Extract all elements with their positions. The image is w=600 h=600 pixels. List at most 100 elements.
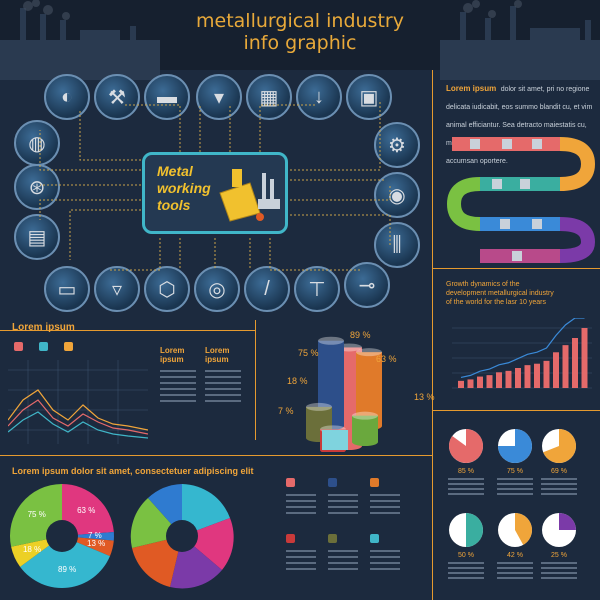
cylinder-label: 75 % bbox=[298, 348, 319, 358]
cylinder-label: 63 % bbox=[376, 354, 397, 364]
pie-slice bbox=[515, 513, 532, 545]
connector-lines bbox=[39, 100, 391, 271]
pie-chart bbox=[498, 429, 532, 463]
pie-text-line bbox=[448, 493, 484, 495]
donut-label: 63 % bbox=[77, 506, 96, 516]
screw-icon: ▿ bbox=[94, 266, 140, 312]
pie-label: 25 % bbox=[551, 552, 567, 559]
left-section-heading: Lorem ipsum bbox=[12, 322, 75, 333]
pie-chart bbox=[449, 429, 483, 463]
coil-icon: ◍ bbox=[14, 120, 60, 166]
mid-legend-2 bbox=[328, 478, 337, 487]
nail-icon: ↓ bbox=[296, 74, 342, 120]
mid-legend-5 bbox=[328, 534, 337, 543]
cylinder-label: 18 % bbox=[287, 376, 308, 386]
press-icon: ▣ bbox=[346, 74, 392, 120]
growth-bar bbox=[477, 376, 483, 388]
pie-chart bbox=[449, 513, 483, 547]
left-line-chart bbox=[8, 360, 148, 444]
pie-text-line bbox=[448, 572, 484, 574]
growth-bar bbox=[553, 352, 559, 388]
cylinder-label: 7 % bbox=[278, 406, 294, 416]
column-2-lines bbox=[205, 370, 241, 406]
lathe-icon: ▭ bbox=[44, 266, 90, 312]
growth-bar bbox=[467, 379, 474, 388]
center-label-line-2: working bbox=[157, 180, 211, 196]
divider-bottom bbox=[0, 455, 432, 456]
growth-bar-chart bbox=[452, 318, 592, 389]
pie-text-line bbox=[497, 567, 533, 569]
donut-chart bbox=[10, 484, 114, 588]
donut-slice bbox=[20, 536, 110, 588]
pie-text-line bbox=[448, 562, 484, 564]
mid-legend-3 bbox=[370, 478, 379, 487]
pie-label: 42 % bbox=[507, 552, 523, 559]
donut-label: 75 % bbox=[27, 509, 46, 519]
pie-text-line bbox=[541, 562, 577, 564]
pie-chart bbox=[542, 513, 576, 547]
cylinder-chart bbox=[306, 336, 382, 452]
legend-squares bbox=[14, 342, 73, 351]
pie-label: 75 % bbox=[507, 468, 523, 475]
pie-text-line bbox=[448, 478, 484, 480]
pie-slice bbox=[466, 513, 483, 547]
donut-label: 13 % bbox=[87, 539, 106, 549]
center-label-line-3: tools bbox=[157, 197, 191, 213]
factory-skyline bbox=[0, 0, 600, 80]
cylinder-front bbox=[322, 430, 348, 450]
growth-bar bbox=[562, 345, 569, 388]
pie-text-line bbox=[497, 572, 533, 574]
pie-text-line bbox=[541, 493, 577, 495]
page-title: metallurgical industry info graphic bbox=[170, 10, 430, 54]
pie-text-line bbox=[497, 488, 533, 490]
column-2-heading: Lorem ipsum bbox=[205, 346, 230, 364]
second-donut-chart bbox=[130, 484, 234, 589]
cylinder-label: 13 % bbox=[414, 392, 435, 402]
cylinder-label: 89 % bbox=[350, 330, 371, 340]
pie-text-line bbox=[497, 493, 533, 495]
pie-chart bbox=[542, 429, 576, 463]
pie-slice bbox=[498, 429, 532, 463]
donut-label: 89 % bbox=[58, 564, 77, 574]
pie-text-line bbox=[497, 478, 533, 480]
bottom-mid-filler bbox=[286, 494, 416, 599]
pie-text-line bbox=[448, 567, 484, 569]
bottom-left-heading: Lorem ipsum dolor sit amet, consectetuer… bbox=[12, 466, 254, 476]
growth-bar bbox=[458, 380, 464, 388]
growth-bar bbox=[486, 375, 493, 388]
divider-right-mid bbox=[432, 268, 600, 269]
divider-right-low bbox=[432, 410, 600, 411]
column-1-heading: Lorem ipsum bbox=[160, 346, 185, 364]
legend-cyan-square bbox=[39, 342, 48, 351]
pie-text-line bbox=[541, 478, 577, 480]
growth-bar bbox=[515, 368, 521, 388]
pie-text-line bbox=[448, 488, 484, 490]
growth-bar bbox=[505, 370, 512, 388]
pie-label: 69 % bbox=[551, 468, 567, 475]
donut-label: 18 % bbox=[22, 544, 42, 554]
pie-text-line bbox=[541, 572, 577, 574]
legend-orange-square bbox=[64, 342, 73, 351]
mid-legend-6 bbox=[370, 534, 379, 543]
title-line-2: info graphic bbox=[243, 32, 357, 54]
mid-legend-4 bbox=[286, 534, 295, 543]
screwdriver-icon: / bbox=[244, 266, 290, 312]
growth-bar bbox=[524, 365, 531, 388]
pie-text-line bbox=[497, 483, 533, 485]
donut-slice bbox=[62, 484, 114, 536]
donut-slice bbox=[62, 531, 114, 541]
hammer-icon: ⚒ bbox=[94, 74, 140, 120]
pie-text-line bbox=[541, 577, 577, 579]
divider-left-mid bbox=[0, 330, 255, 331]
pie-label: 85 % bbox=[458, 468, 474, 475]
pie-text-line bbox=[541, 567, 577, 569]
growth-bar bbox=[543, 360, 550, 388]
mid-legend-1 bbox=[286, 478, 295, 487]
pie-label: 50 % bbox=[458, 552, 474, 559]
metal-working-tools-box: Metal working tools bbox=[142, 152, 288, 234]
ladle-illustration bbox=[219, 169, 280, 222]
pie-text-line bbox=[541, 483, 577, 485]
pie-text-line bbox=[448, 577, 484, 579]
growth-bar bbox=[496, 372, 502, 388]
pie-text-line bbox=[497, 577, 533, 579]
